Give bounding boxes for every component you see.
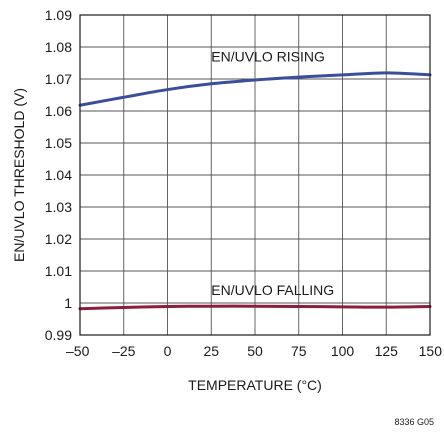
plot-frame [79, 14, 431, 336]
x-tick-label: 150 [419, 343, 443, 359]
x-tick-label: –25 [112, 343, 136, 359]
y-axis-title: EN/UVLO THRESHOLD (V) [11, 88, 27, 262]
x-tick-labels: –50 –25 0 25 50 75 100 125 150 [66, 343, 442, 359]
x-tick-label: 100 [331, 343, 355, 359]
x-tick-label: 125 [375, 343, 399, 359]
series-lines [78, 71, 432, 311]
y-tick-labels: 0.99 1 1.01 1.02 1.03 1.04 1.05 1.06 1.07 1.08 1.0… [45, 7, 72, 343]
y-tick-label: 1.07 [45, 71, 72, 87]
figure-code: 8336 G05 [394, 417, 434, 427]
x-tick-label: 0 [164, 343, 172, 359]
y-tick-label: 0.99 [45, 327, 72, 343]
x-tick-label: 25 [203, 343, 219, 359]
y-tick-label: 1.02 [45, 231, 72, 247]
series-line-en-uvlo-falling [78, 304, 432, 311]
y-tick-label: 1.08 [45, 39, 72, 55]
grid-lines [80, 15, 430, 335]
y-tick-label: 1 [64, 295, 72, 311]
y-tick-label: 1.05 [45, 135, 72, 151]
series-label: EN/UVLO FALLING [211, 282, 334, 298]
x-tick-label: 50 [247, 343, 263, 359]
series-line-en-uvlo-rising [78, 71, 432, 107]
x-axis-title: TEMPERATURE (°C) [188, 377, 322, 393]
y-tick-label: 1.04 [45, 167, 72, 183]
series-label: EN/UVLO RISING [211, 48, 325, 64]
y-tick-label: 1.06 [45, 103, 72, 119]
x-tick-label: 75 [291, 343, 307, 359]
y-tick-label: 1.03 [45, 199, 72, 215]
series-annotations: EN/UVLO RISING EN/UVLO FALLING [211, 48, 334, 298]
x-tick-label: –50 [66, 343, 90, 359]
y-tick-label: 1.01 [45, 263, 72, 279]
y-tick-label: 1.09 [45, 7, 72, 23]
